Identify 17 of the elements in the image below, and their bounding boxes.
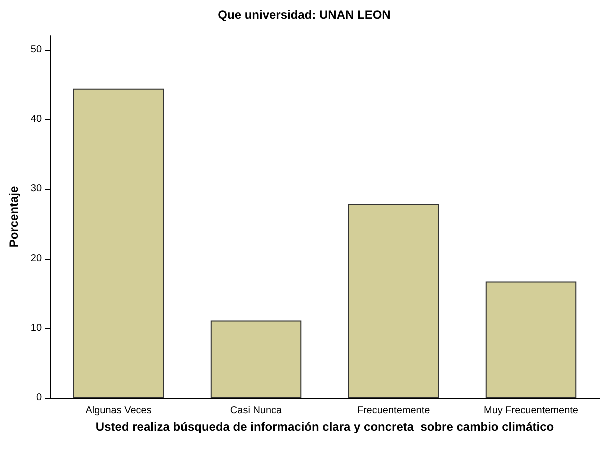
- y-tick-label: 40: [30, 114, 42, 126]
- bar: [486, 282, 577, 398]
- bar: [73, 88, 164, 398]
- y-tick-label: 50: [30, 44, 42, 56]
- y-tick-label: 20: [30, 253, 42, 264]
- x-axis-title: Usted realiza búsqueda de información clara y concreta sobre cambio climático: [96, 420, 554, 434]
- x-tick-label: Muy Frecuentemente: [484, 406, 579, 416]
- y-tick-label: 30: [30, 184, 42, 195]
- chart-title: Que universidad: UNAN LEON: [218, 8, 391, 22]
- x-tick-label: Algunas Veces: [86, 406, 152, 416]
- x-tick-label: Casi Nunca: [230, 406, 283, 416]
- x-tick-label: Frecuentemente: [357, 406, 431, 416]
- bar: [210, 320, 302, 398]
- y-tick-label: 10: [30, 322, 42, 334]
- bar: [348, 204, 440, 398]
- y-tick-label: 0: [36, 392, 42, 404]
- y-axis-title: Porcentaje: [7, 186, 21, 248]
